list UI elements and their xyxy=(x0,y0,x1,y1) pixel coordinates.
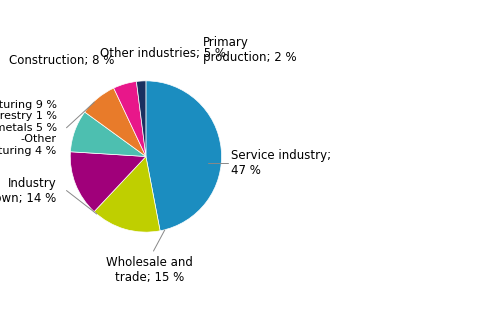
Text: Wholesale and
trade; 15 %: Wholesale and trade; 15 % xyxy=(106,256,193,284)
Wedge shape xyxy=(114,81,146,156)
Text: Construction; 8 %: Construction; 8 % xyxy=(9,54,114,67)
Text: Primary
production; 2 %: Primary production; 2 % xyxy=(203,36,296,64)
Wedge shape xyxy=(137,81,146,156)
Text: Service industry;
47 %: Service industry; 47 % xyxy=(231,149,331,177)
Wedge shape xyxy=(94,156,160,232)
Text: Industry
unknown; 14 %: Industry unknown; 14 % xyxy=(0,177,57,204)
Text: Other industries; 5 %: Other industries; 5 % xyxy=(100,47,225,60)
Text: Manufacturing 9 %
-Forestry 1 %
-Basic metals 5 %
-Other
manufacturing 4 %: Manufacturing 9 % -Forestry 1 % -Basic m… xyxy=(0,100,57,156)
Wedge shape xyxy=(70,152,146,212)
Wedge shape xyxy=(146,81,222,231)
Wedge shape xyxy=(85,88,146,156)
Wedge shape xyxy=(70,112,146,156)
